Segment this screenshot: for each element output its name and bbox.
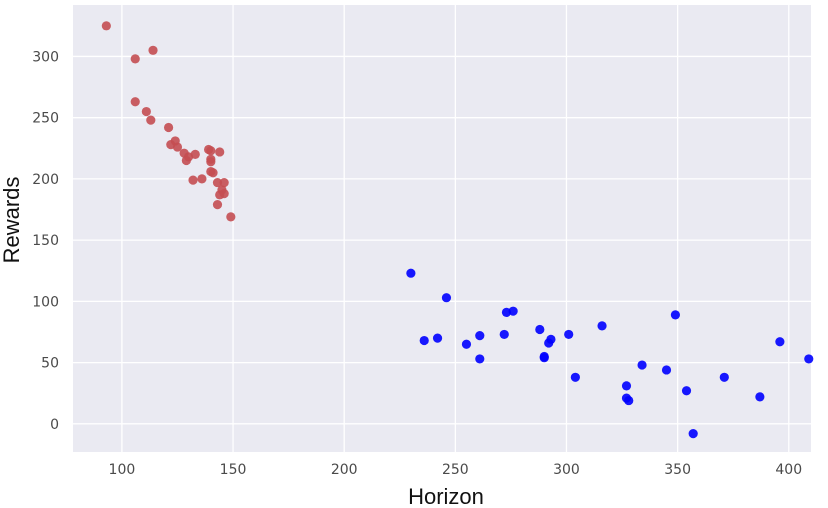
red-data-point	[206, 146, 216, 156]
blue-data-point	[637, 360, 647, 370]
blue-data-point	[681, 386, 692, 396]
x-tick-label: 100	[109, 462, 136, 478]
blue-data-point	[570, 372, 580, 382]
y-axis-label: Rewards	[0, 177, 24, 264]
red-data-point	[219, 177, 229, 188]
x-tick-label: 200	[331, 462, 358, 478]
plot-area	[73, 5, 811, 452]
blue-data-point	[475, 354, 485, 364]
red-data-point	[130, 54, 140, 64]
blue-data-point	[661, 365, 672, 375]
red-data-point	[190, 149, 200, 160]
y-tick-label: 200	[32, 172, 59, 188]
red-data-point	[197, 174, 207, 184]
x-tick-label: 350	[664, 462, 691, 478]
y-tick-labels: 0 50 100 150 200 250 300	[32, 49, 59, 432]
red-data-point	[130, 97, 140, 107]
y-tick-label: 50	[41, 356, 59, 372]
blue-data-point	[804, 354, 814, 364]
blue-data-point	[564, 329, 574, 340]
red-data-point	[101, 21, 111, 31]
blue-data-point	[461, 339, 472, 349]
red-data-point	[212, 177, 223, 188]
blue-data-point	[406, 268, 416, 278]
blue-data-point	[688, 429, 698, 439]
y-tick-label: 250	[32, 111, 59, 127]
blue-data-point	[719, 372, 729, 382]
red-data-point	[163, 122, 174, 133]
red-data-point	[215, 147, 225, 157]
x-tick-label: 150	[220, 462, 247, 478]
y-tick-label: 150	[32, 233, 59, 249]
blue-data-point	[499, 329, 509, 340]
y-tick-label: 0	[50, 417, 59, 433]
blue-data-point	[508, 306, 518, 316]
red-data-point	[148, 45, 158, 55]
x-axis-label: Horizon	[408, 484, 484, 508]
data-points	[101, 21, 814, 439]
red-data-point	[188, 175, 198, 185]
blue-data-point	[539, 353, 549, 363]
blue-data-point	[624, 395, 634, 406]
blue-data-point	[546, 334, 556, 344]
x-tick-label: 300	[553, 462, 580, 478]
red-data-point	[215, 190, 225, 200]
blue-data-point	[432, 333, 443, 343]
blue-data-point	[441, 293, 452, 303]
blue-data-point	[670, 310, 681, 320]
x-tick-label: 400	[775, 462, 802, 478]
red-data-point	[172, 142, 183, 152]
blue-data-point	[419, 335, 429, 346]
red-data-point	[146, 115, 156, 125]
red-data-point	[206, 157, 216, 167]
blue-data-point	[775, 337, 785, 347]
red-data-point	[141, 106, 151, 117]
y-tick-label: 100	[32, 294, 59, 310]
blue-data-point	[535, 324, 545, 335]
blue-data-point	[597, 321, 607, 331]
blue-data-point	[621, 381, 632, 391]
red-data-point	[208, 168, 218, 178]
blue-data-point	[755, 392, 765, 402]
x-tick-label: 250	[442, 462, 469, 478]
blue-data-point	[475, 331, 485, 341]
red-data-point	[226, 212, 236, 222]
x-tick-labels: 100 150 200 250 300 350 400	[109, 462, 803, 478]
y-tick-label: 300	[32, 49, 59, 65]
red-data-point	[212, 200, 223, 210]
